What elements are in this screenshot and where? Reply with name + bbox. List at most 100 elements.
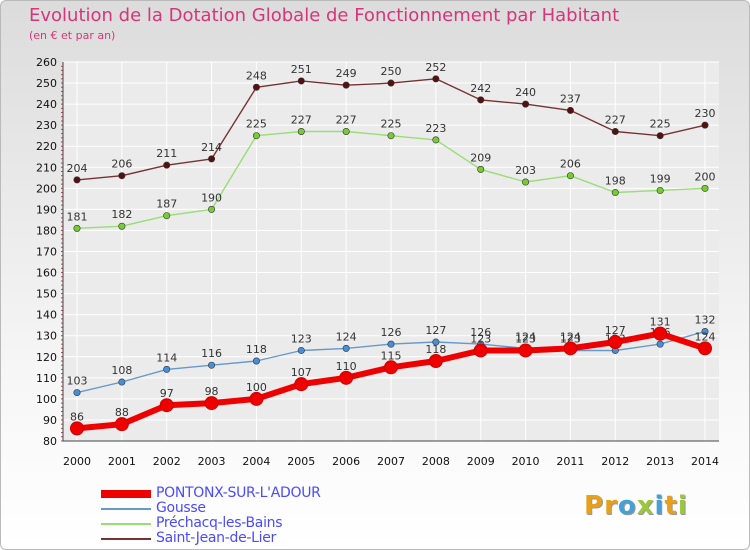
legend-swatch [101,523,151,525]
data-point [249,391,264,406]
data-label: 126 [470,326,491,339]
data-label: 97 [160,387,174,400]
data-point [342,127,350,135]
data-label: 206 [560,158,581,171]
data-label: 131 [650,316,671,329]
data-point [428,353,443,368]
y-tick-label: 90 [43,414,57,427]
data-label: 124 [560,330,581,343]
y-tick-label: 220 [36,140,57,153]
data-point [118,222,126,230]
logo-letter: P [584,491,605,521]
y-tick-label: 170 [36,246,57,259]
data-point [252,357,260,365]
y-tick-label: 190 [36,203,57,216]
legend-label: Saint-Jean-de-Lier [156,530,277,546]
legend-swatch [101,508,151,510]
data-label: 123 [470,332,491,345]
data-point [159,398,174,413]
data-point [656,340,664,348]
legend-label: PONTONX-SUR-L'ADOUR [156,485,321,501]
data-point [208,361,216,369]
x-tick-label: 2007 [377,455,405,468]
data-label: 199 [650,172,671,185]
x-tick-label: 2006 [332,455,360,468]
data-point [656,186,664,194]
data-label: 103 [67,375,88,388]
data-label: 227 [605,113,626,126]
data-label: 214 [201,141,222,154]
data-label: 100 [246,381,267,394]
data-point [297,127,305,135]
data-label: 203 [515,164,536,177]
y-tick-label: 180 [36,224,57,237]
data-point [342,81,350,89]
logo-letter: i [654,491,665,521]
data-label: 251 [291,63,312,76]
y-tick-label: 260 [36,56,57,69]
y-tick-label: 160 [36,267,57,280]
x-tick-label: 2004 [242,455,270,468]
data-point [518,343,533,358]
x-tick-label: 2002 [153,455,181,468]
data-label: 123 [560,332,581,345]
x-tick-label: 2011 [556,455,584,468]
data-point [294,377,309,392]
data-label: 223 [425,122,446,135]
data-label: 86 [70,410,84,423]
data-point [204,396,219,411]
data-label: 211 [156,147,177,160]
legend-label: Préchacq-les-Bains [156,515,283,531]
data-label: 98 [205,385,219,398]
data-label: 209 [470,151,491,164]
data-point [701,184,709,192]
data-point [297,77,305,85]
legend-swatch [101,490,151,498]
data-point [701,121,709,129]
data-point [118,378,126,386]
data-label: 200 [695,170,716,183]
data-label: 108 [111,364,132,377]
data-label: 204 [67,162,88,175]
data-point [477,165,485,173]
x-tick-label: 2000 [63,455,91,468]
legend-item: Préchacq-les-Bains [101,515,401,531]
data-point [656,132,664,140]
data-label: 190 [201,191,222,204]
data-label: 248 [246,69,267,82]
data-point [118,172,126,180]
data-point [653,326,668,341]
data-point [432,136,440,144]
legend-item: Saint-Jean-de-Lier [101,530,401,546]
y-tick-label: 130 [36,330,57,343]
data-label: 252 [425,61,446,74]
data-point [522,100,530,108]
legend: PONTONX-SUR-L'ADOUR Gousse Préchacq-les-Ba… [101,485,401,546]
proxiti-logo: Proxiti [584,491,688,521]
data-point [387,340,395,348]
data-point [432,75,440,83]
data-point [163,161,171,169]
data-label: 132 [695,314,716,327]
legend-swatch [101,538,151,540]
x-tick-label: 2009 [467,455,495,468]
data-point [252,132,260,140]
data-label: 250 [381,65,402,78]
data-point [73,389,81,397]
data-label: 115 [381,349,402,362]
data-label: 227 [291,113,312,126]
data-label: 182 [111,208,132,221]
data-point [384,360,398,375]
data-label: 118 [425,343,446,356]
y-tick-label: 230 [36,119,57,132]
data-label: 225 [650,118,671,131]
data-label: 123 [515,332,536,345]
data-point [566,172,574,180]
x-tick-label: 2005 [287,455,315,468]
data-label: 127 [425,324,446,337]
data-point [163,365,171,373]
data-point [477,96,485,104]
data-label: 124 [515,330,536,343]
